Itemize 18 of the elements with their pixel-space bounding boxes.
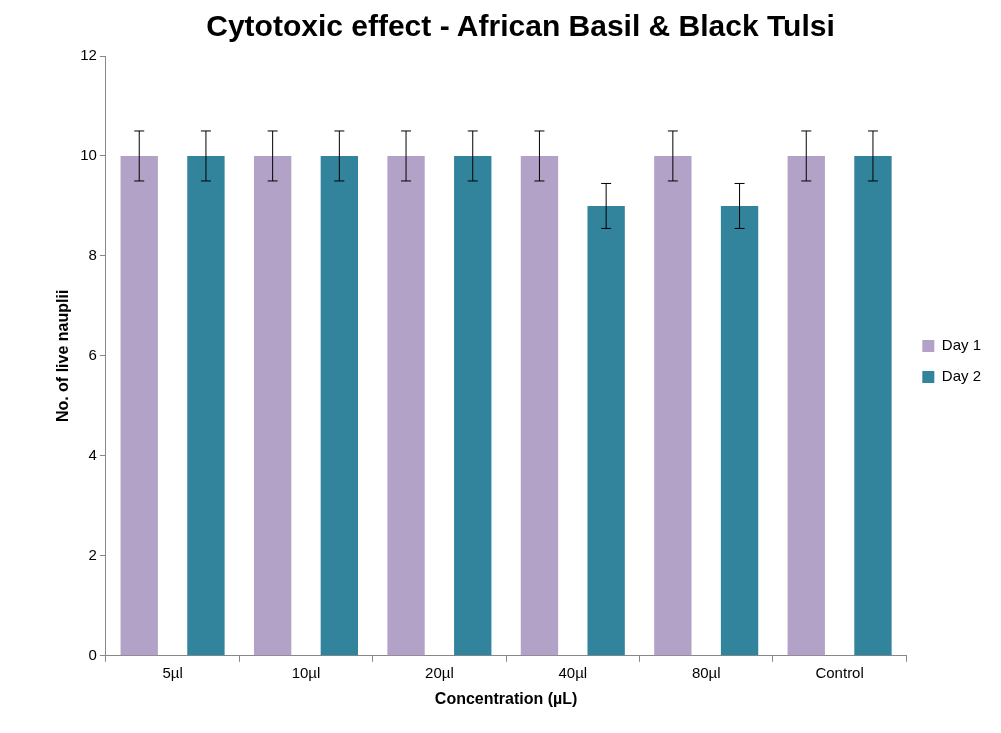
- y-tick-label: 2: [88, 545, 97, 563]
- y-tick-label: 8: [88, 246, 97, 264]
- y-tick-label: 6: [88, 346, 97, 364]
- y-axis-title: No. of live nauplii: [54, 289, 72, 423]
- y-tick-label: 4: [88, 446, 97, 464]
- x-tick-label: 10µl: [291, 663, 321, 681]
- y-tick-label: 0: [88, 645, 97, 663]
- chart-title: Cytotoxic effect - African Basil & Black Tulsi: [206, 9, 835, 43]
- y-tick-label: 10: [80, 146, 97, 164]
- x-tick-label: 80µl: [691, 663, 721, 681]
- legend-label: Day 1: [941, 336, 981, 354]
- y-tick-label: 12: [80, 46, 97, 64]
- x-tick-label: 40µl: [558, 663, 588, 681]
- x-tick-label: 5µl: [162, 663, 183, 681]
- legend-label: Day 2: [941, 367, 981, 385]
- x-tick-label: 20µl: [425, 663, 454, 681]
- x-axis-title: Concentration (µL): [434, 689, 578, 707]
- x-tick-label: Control: [815, 663, 864, 681]
